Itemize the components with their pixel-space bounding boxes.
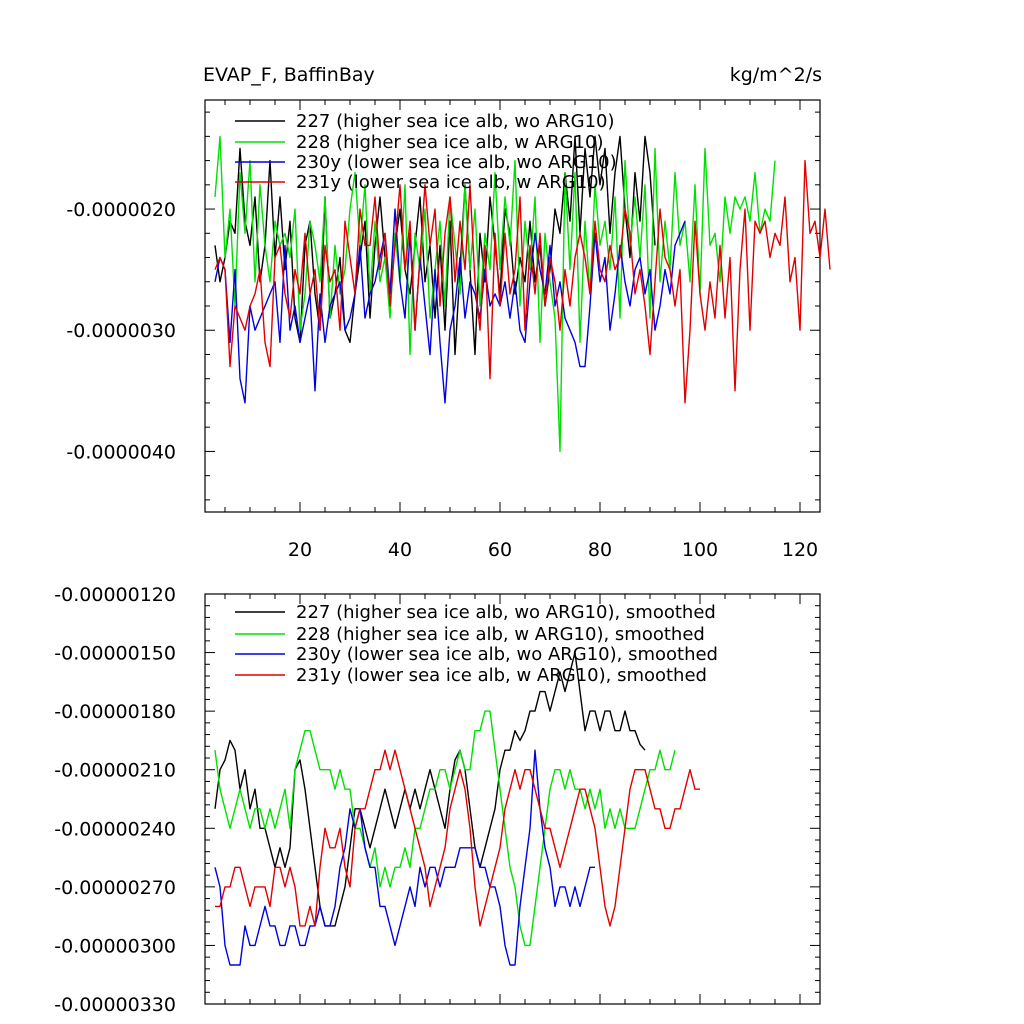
legend-label-228-smoothed: 228 (higher sea ice alb, w ARG10), smoot… xyxy=(296,624,705,645)
bottom-y-tick-label: -0.00000240 xyxy=(54,818,176,840)
bottom-y-tick-label: -0.00000180 xyxy=(54,701,176,723)
top-x-tick-label: 40 xyxy=(388,539,412,561)
top-x-tick-label: 120 xyxy=(782,539,818,561)
top-x-tick-label: 100 xyxy=(682,539,718,561)
top-x-tick-label: 20 xyxy=(288,539,312,561)
bottom-y-tick-label: -0.00000270 xyxy=(54,877,176,899)
top-panel: EVAP_F, BaffinBay kg/m^2/s 20 40 60 80 100 12… xyxy=(66,64,831,561)
top-y-tick-label: -0.0000040 xyxy=(66,441,176,463)
top-title-left: EVAP_F, BaffinBay xyxy=(203,64,375,86)
bottom-series-228-smoothed xyxy=(214,710,676,947)
bottom-series-231y-smoothed xyxy=(215,749,700,927)
top-series-230y xyxy=(214,208,686,404)
bottom-y-tick-label: -0.00000120 xyxy=(54,584,176,606)
top-series-228 xyxy=(214,135,776,453)
legend-label-230y-smoothed: 230y (lower sea ice alb, wo ARG10), smoo… xyxy=(296,644,718,665)
legend-label-230y: 230y (lower sea ice alb, wo ARG10) xyxy=(296,152,617,173)
bottom-y-tick-label: -0.00000330 xyxy=(54,994,176,1016)
top-legend: 227 (higher sea ice alb, wo ARG10) 228 (… xyxy=(235,111,617,193)
top-series-group xyxy=(214,135,831,453)
top-title-right: kg/m^2/s xyxy=(730,64,822,86)
top-y-tick-label: -0.0000030 xyxy=(66,320,176,342)
top-axes: 20 40 60 80 100 120 -0.0000020 -0.0000030 -0.000… xyxy=(66,100,820,561)
legend-label-227-smoothed: 227 (higher sea ice alb, wo ARG10), smoo… xyxy=(296,602,716,623)
bottom-y-tick-label: -0.00000300 xyxy=(54,935,176,957)
bottom-plot-frame xyxy=(204,593,821,1005)
top-x-tick-label: 60 xyxy=(488,539,512,561)
bottom-legend: 227 (higher sea ice alb, wo ARG10), smoo… xyxy=(235,602,718,686)
legend-label-231y-smoothed: 231y (lower sea ice alb, w ARG10), smoot… xyxy=(296,665,707,686)
top-x-tick-label: 80 xyxy=(588,539,612,561)
bottom-y-tick-label: -0.00000150 xyxy=(54,643,176,665)
top-y-tick-label: -0.0000020 xyxy=(66,199,176,221)
top-series-231y xyxy=(214,159,831,404)
bottom-series-227-smoothed xyxy=(214,651,646,927)
legend-label-228: 228 (higher sea ice alb, w ARG10) xyxy=(296,132,603,153)
bottom-axes: -0.00000120 -0.00000150 -0.00000180 -0.0000… xyxy=(54,584,820,1016)
bottom-series-230y-smoothed xyxy=(214,749,595,966)
bottom-y-tick-label: -0.00000210 xyxy=(54,760,176,782)
legend-label-231y: 231y (lower sea ice alb, w ARG10) xyxy=(296,172,606,193)
bottom-series-group xyxy=(214,651,700,966)
top-series-227 xyxy=(214,135,656,356)
legend-label-227: 227 (higher sea ice alb, wo ARG10) xyxy=(296,111,615,132)
bottom-panel: -0.00000120 -0.00000150 -0.00000180 -0.0000… xyxy=(54,584,821,1016)
